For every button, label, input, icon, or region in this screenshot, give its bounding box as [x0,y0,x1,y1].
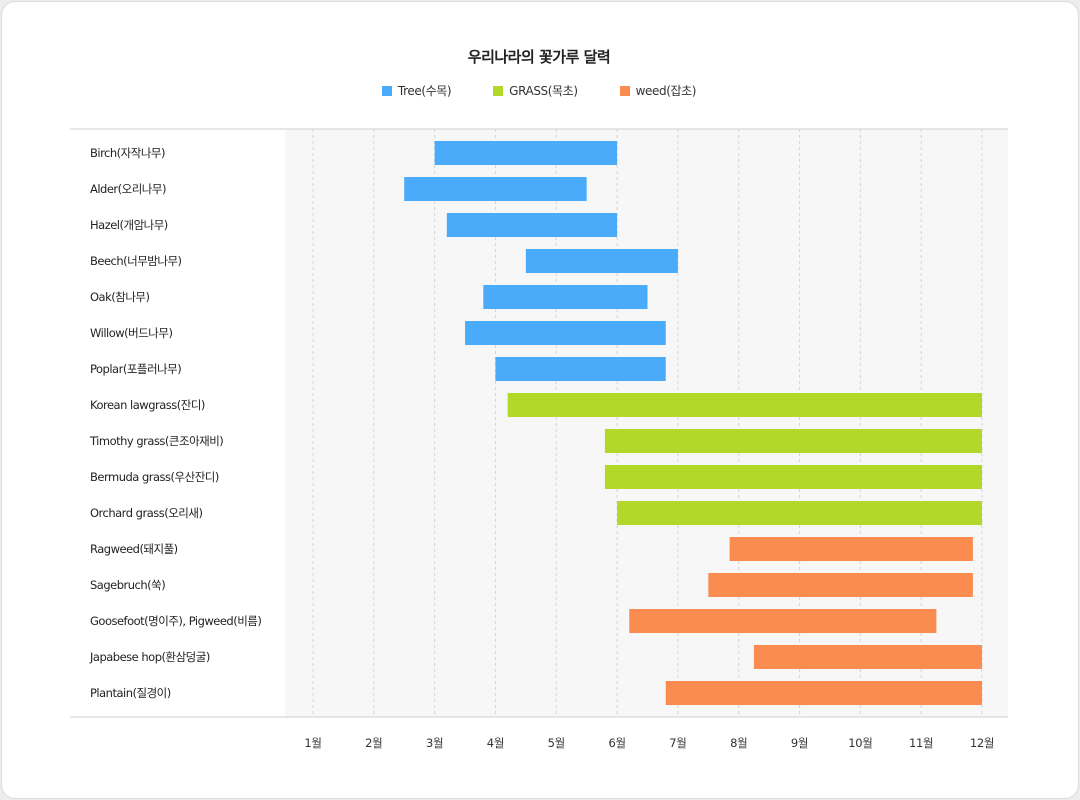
x-tick-label: 4월 [487,736,504,750]
bar [604,429,982,453]
bar [404,177,587,201]
legend-swatch-tree [381,85,392,96]
category-label: Korean lawgrass(잔디) [90,398,205,412]
bar [507,393,982,417]
chart-title: 우리나라의 꽃가루 달력 [467,48,611,66]
legend-item-tree: Tree(수목) [381,82,452,99]
x-tick-label: 5월 [548,736,565,750]
bar [753,645,982,669]
legend-label-weed: weed(잡초) [635,84,697,98]
category-label: Hazel(개암나무) [90,218,168,232]
x-tick-label: 12월 [970,736,994,750]
category-label: Japabese hop(환삼덩굴) [89,650,210,664]
category-label: Bermuda grass(우산잔디) [90,470,219,484]
bar [604,465,982,489]
bar [525,249,678,273]
bar [434,141,618,165]
category-label: Birch(자작나무) [90,146,165,160]
legend-label-grass: GRASS(목초) [509,84,578,98]
bar [495,357,666,381]
legend-item-weed: weed(잡초) [619,82,697,99]
chart-legend: Tree(수목) GRASS(목초) weed(잡초) [0,82,1078,99]
x-tick-label: 10월 [848,736,872,750]
x-tick-label: 7월 [669,736,686,750]
bar [446,213,618,237]
category-label: Beech(너무밤나무) [90,254,182,268]
bar [729,537,973,561]
category-label: Orchard grass(오리새) [90,506,202,520]
legend-label-tree: Tree(수목) [397,84,452,98]
bar [629,609,937,633]
x-tick-label: 6월 [608,736,625,750]
bar [617,501,982,525]
category-label: Poplar(포플러나무) [90,362,181,376]
bar [665,681,982,705]
bar [483,285,648,309]
x-tick-label: 11월 [909,736,933,750]
bar [708,573,973,597]
bar [465,321,666,345]
category-label: Plantain(질경이) [90,686,171,700]
legend-swatch-weed [619,85,630,96]
legend-item-grass: GRASS(목초) [493,82,578,99]
category-label: Ragweed(돼지풀) [90,542,178,556]
legend-swatch-grass [493,85,504,96]
category-label: Alder(오리나무) [90,182,166,196]
x-tick-label: 9월 [791,736,808,750]
category-label: Oak(참나무) [90,290,149,304]
x-tick-label: 8월 [730,736,747,750]
category-label: Goosefoot(명이주), Pigweed(비름) [90,614,261,628]
x-tick-label: 3월 [426,736,443,750]
category-label: Willow(버드나무) [90,326,172,340]
category-label: Sagebruch(쑥) [90,578,165,592]
x-tick-label: 2월 [365,736,382,750]
x-tick-label: 1월 [304,736,321,750]
category-label: Timothy grass(큰조아재비) [89,434,223,448]
